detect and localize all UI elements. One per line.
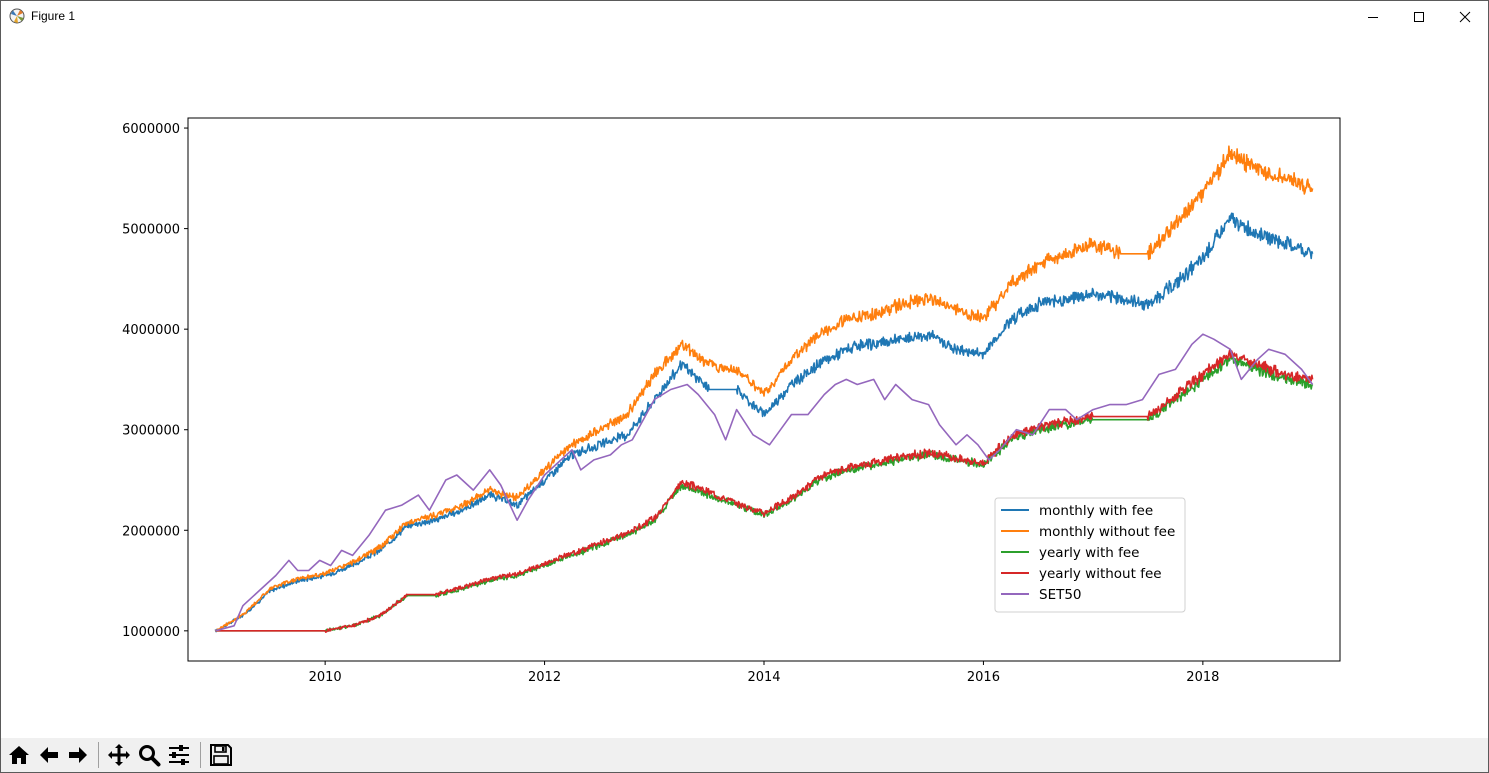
window-title: Figure 1 [31, 9, 76, 23]
x-tick-label: 2012 [528, 670, 561, 685]
y-tick-label: 2000000 [122, 524, 180, 539]
minimize-button[interactable] [1350, 1, 1396, 32]
y-tick-label: 3000000 [122, 424, 180, 439]
matplotlib-icon [9, 8, 25, 24]
back-arrow-icon [37, 743, 61, 767]
legend-label: monthly with fee [1039, 503, 1153, 519]
y-tick-label: 6000000 [122, 122, 180, 137]
back-button[interactable] [35, 741, 63, 769]
figure-canvas[interactable]: 2010 2012 2014 2016 2018 1000000 2000000 30000… [1, 32, 1488, 738]
home-button[interactable] [5, 741, 33, 769]
line-chart: 2010 2012 2014 2016 2018 1000000 2000000 30000… [122, 117, 1341, 685]
legend-label: yearly without fee [1039, 566, 1162, 582]
legend-label: SET50 [1039, 587, 1082, 603]
maximize-icon [1413, 11, 1425, 23]
maximize-button[interactable] [1396, 1, 1442, 32]
navigation-toolbar [1, 738, 1488, 772]
legend-label: yearly with fee [1039, 545, 1139, 561]
title-bar[interactable]: Figure 1 [1, 1, 1488, 32]
zoom-button[interactable] [135, 741, 163, 769]
configure-subplots-icon [167, 743, 191, 767]
x-tick-label: 2010 [309, 670, 342, 685]
series-line-yearly-without-fee [215, 349, 1314, 633]
legend: monthly with fee monthly without fee yearl… [994, 497, 1186, 613]
series-layer [214, 145, 1314, 633]
x-tick-label: 2018 [1186, 670, 1219, 685]
toolbar-separator [200, 742, 201, 768]
toolbar-separator [98, 742, 99, 768]
pan-move-icon [107, 743, 131, 767]
minimize-icon [1367, 11, 1379, 23]
x-tick-label: 2014 [747, 670, 780, 685]
y-axis: 1000000 2000000 3000000 4000000 5000000 60000… [122, 122, 188, 640]
legend-label: monthly without fee [1039, 524, 1175, 540]
save-button[interactable] [207, 741, 235, 769]
close-icon [1459, 11, 1471, 23]
y-tick-label: 4000000 [122, 323, 180, 338]
series-line-monthly-with-fee [214, 212, 1314, 633]
forward-arrow-icon [66, 743, 90, 767]
x-tick-label: 2016 [967, 670, 1000, 685]
x-axis: 2010 2012 2014 2016 2018 [309, 661, 1219, 685]
home-icon [7, 743, 31, 767]
configure-subplots-button[interactable] [165, 741, 193, 769]
y-tick-label: 1000000 [122, 625, 180, 640]
legend-box [994, 497, 1186, 613]
series-line-SET50 [215, 333, 1314, 632]
forward-button[interactable] [64, 741, 92, 769]
close-button[interactable] [1442, 1, 1488, 32]
zoom-magnifier-icon [137, 743, 161, 767]
y-tick-label: 5000000 [122, 223, 180, 238]
save-floppy-icon [209, 743, 233, 767]
pan-button[interactable] [105, 741, 133, 769]
series-line-monthly-without-fee [214, 145, 1314, 632]
